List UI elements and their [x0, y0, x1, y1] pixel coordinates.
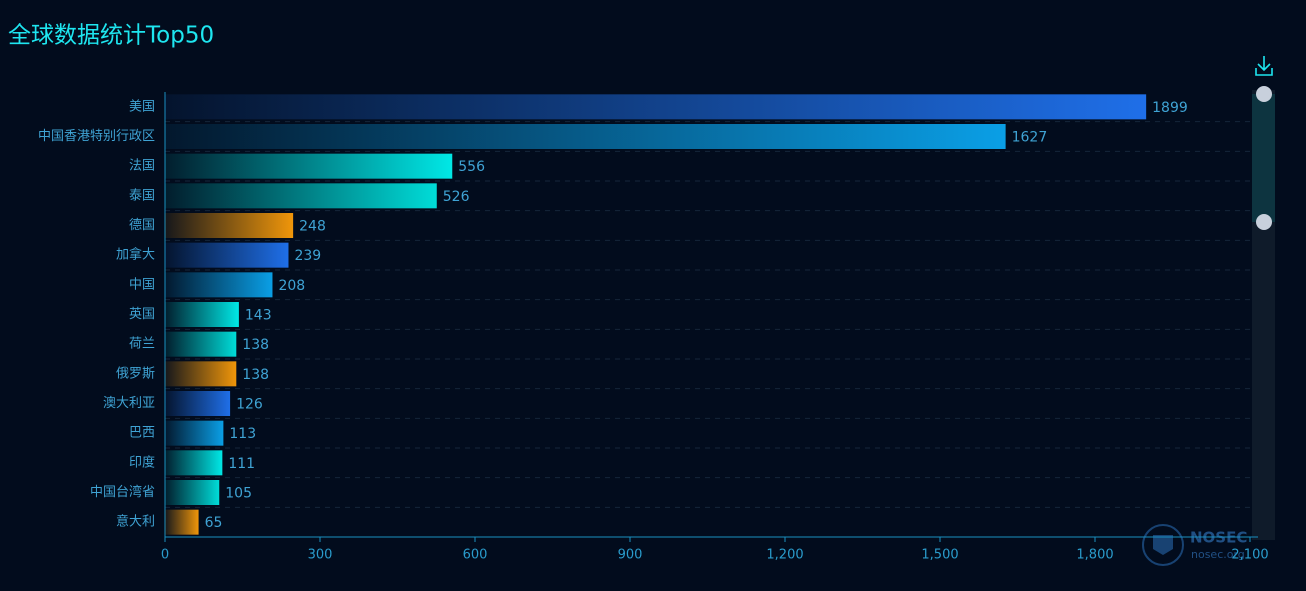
value-label: 239 — [294, 248, 321, 264]
y-tick-label: 中国台湾省 — [90, 484, 155, 500]
y-tick-label: 德国 — [129, 218, 155, 233]
bar — [165, 124, 1006, 149]
x-tick-label: 0 — [161, 548, 169, 563]
value-label: 208 — [278, 278, 305, 294]
y-tick-label: 荷兰 — [129, 337, 155, 352]
bar — [165, 94, 1147, 120]
data-zoom[interactable] — [1252, 86, 1275, 540]
bar — [165, 183, 437, 209]
y-tick-label: 泰国 — [129, 188, 155, 203]
x-tick-label: 1,800 — [1076, 548, 1113, 563]
bar — [165, 509, 199, 535]
value-label: 138 — [242, 367, 269, 383]
value-label: 1627 — [1012, 130, 1048, 146]
x-tick-label: 2,100 — [1231, 548, 1268, 563]
bar — [165, 272, 273, 298]
y-tick-label: 中国香港特别行政区 — [38, 129, 155, 144]
value-label: 126 — [236, 397, 263, 413]
bar — [165, 361, 237, 387]
y-tick-label: 巴西 — [129, 426, 155, 441]
zoom-handle[interactable] — [1256, 214, 1272, 230]
value-label: 556 — [458, 159, 485, 175]
bar — [165, 302, 239, 327]
download-icon[interactable] — [1255, 56, 1273, 76]
bar — [165, 242, 289, 268]
bar — [165, 391, 231, 416]
y-tick-label: 印度 — [129, 454, 155, 470]
x-tick-label: 1,500 — [921, 548, 958, 563]
bar — [165, 213, 294, 238]
zoom-handle[interactable] — [1256, 86, 1272, 102]
bar — [165, 331, 237, 357]
y-tick-label: 英国 — [129, 307, 155, 322]
x-tick-label: 600 — [463, 548, 488, 563]
y-tick-label: 澳大利亚 — [103, 395, 155, 411]
y-tick-label: 加拿大 — [116, 247, 155, 263]
chart-title: 全球数据统计Top50 — [8, 23, 214, 49]
bar — [165, 450, 223, 476]
x-tick-label: 300 — [308, 548, 333, 563]
bar — [165, 480, 220, 505]
y-tick-label: 中国 — [129, 277, 155, 292]
value-label: 248 — [299, 219, 326, 235]
value-label: 111 — [228, 456, 255, 472]
x-tick-label: 1,200 — [766, 548, 803, 563]
watermark-site: nosec.org — [1191, 548, 1245, 561]
value-label: 65 — [205, 515, 223, 531]
value-label: 113 — [229, 426, 256, 442]
y-tick-label: 法国 — [129, 159, 155, 174]
zoom-window[interactable] — [1252, 94, 1275, 222]
bar — [165, 420, 224, 446]
value-label: 138 — [242, 337, 269, 353]
y-tick-label: 美国 — [129, 99, 155, 114]
watermark: NOSEC nosec.org — [1142, 524, 1247, 566]
value-label: 526 — [443, 189, 470, 205]
bar — [165, 153, 453, 179]
y-tick-label: 意大利 — [116, 514, 155, 530]
y-tick-label: 俄罗斯 — [116, 366, 155, 381]
x-tick-label: 900 — [618, 548, 643, 563]
value-label: 1899 — [1152, 100, 1188, 116]
value-label: 105 — [225, 486, 252, 502]
value-label: 143 — [245, 308, 272, 324]
